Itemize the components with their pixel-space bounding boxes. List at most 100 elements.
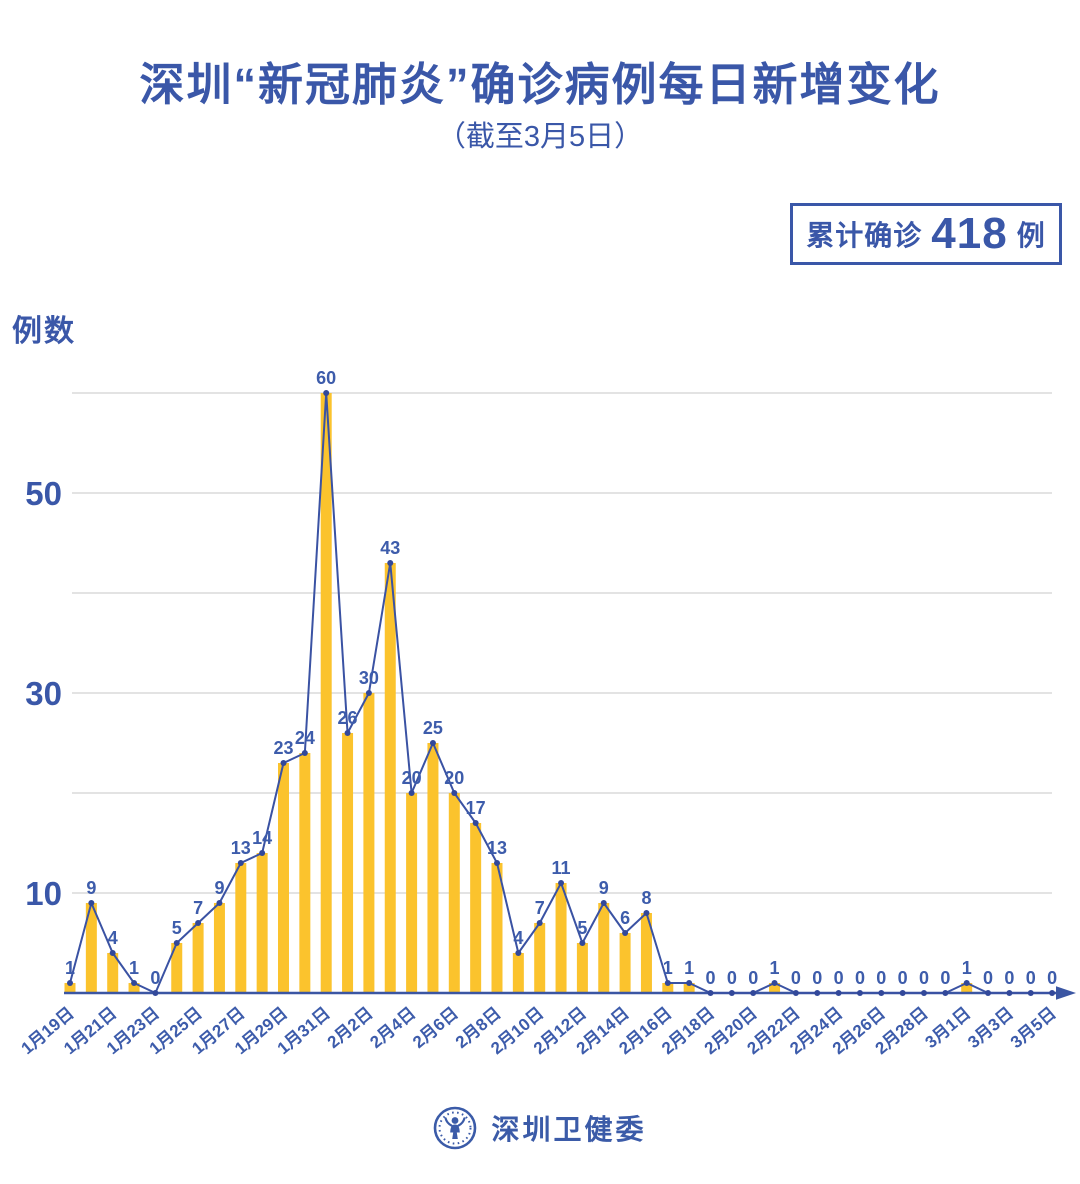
value-label: 8 [641,888,651,908]
bar [64,983,76,993]
value-label: 0 [748,968,758,988]
footer-org-name: 深圳卫健委 [491,1114,647,1145]
badge-count: 418 [931,209,1008,258]
data-point [344,730,351,736]
value-label: 4 [513,928,523,948]
value-label: 23 [273,738,293,758]
y-axis-title: 例数 [12,315,76,348]
value-label: 20 [402,768,422,788]
data-point [387,560,394,566]
bar [598,903,610,993]
bar [448,793,460,993]
value-label: 13 [487,838,507,858]
bar [320,393,332,993]
page-title: 深圳“新冠肺炎”确诊病例每日新增变化 [139,59,941,110]
x-tick-label: 2月4日 [366,1004,419,1053]
bar [555,883,567,993]
bar [235,863,247,993]
value-label: 9 [599,878,609,898]
value-label: 0 [705,968,715,988]
data-point [323,390,330,396]
data-point [237,860,244,866]
y-tick-label: 10 [25,875,62,912]
data-point [579,940,586,946]
bar [107,953,119,993]
bar [427,743,439,993]
value-label: 26 [338,708,358,728]
bar [278,763,289,993]
bar [470,823,482,993]
page-subtitle: （截至3月5日） [436,121,644,153]
data-point [67,980,73,986]
data-point [515,950,522,956]
data-point [429,740,436,746]
data-point [173,940,180,946]
footer: 深圳卫健委 [0,1106,1080,1150]
value-label: 14 [252,828,272,848]
bar [171,943,183,993]
data-point [536,920,543,926]
data-point [686,980,693,986]
value-label: 0 [834,968,844,988]
data-point [622,930,629,936]
data-point [985,990,992,996]
data-point [216,900,223,906]
data-point [451,790,458,796]
data-point [1006,990,1013,996]
bar [342,733,354,993]
data-point [664,980,671,986]
bar [363,693,375,993]
value-label: 9 [86,878,96,898]
bar [662,983,674,993]
value-label: 0 [1026,968,1036,988]
data-point [707,990,714,996]
value-label: 0 [150,968,160,988]
data-point [728,990,735,996]
data-point [750,990,757,996]
data-point [408,790,415,796]
data-point [921,990,927,996]
data-point [558,880,565,886]
value-label: 0 [898,968,908,988]
bar [406,793,418,993]
data-point [856,990,863,996]
data-point [195,920,202,926]
emblem-ring-marks [438,1111,472,1145]
data-point [365,690,372,696]
data-point [899,990,906,996]
bar [576,943,588,993]
data-point [301,750,308,756]
bar [128,983,140,993]
value-label: 24 [295,728,315,748]
value-label: 6 [620,908,630,928]
data-point [131,980,138,986]
cumulative-total-badge: 累计确诊 418 例 [790,203,1062,265]
value-label: 1 [129,958,139,978]
value-label: 0 [855,968,865,988]
bar [491,863,503,993]
person-figure-icon [444,1117,466,1139]
data-point [152,990,159,996]
bar [683,983,695,993]
bar [534,923,546,993]
value-label: 60 [316,368,336,388]
value-label: 7 [193,898,203,918]
value-label: 0 [1004,968,1014,988]
data-point [600,900,607,906]
value-label: 1 [962,958,972,978]
value-label: 0 [919,968,929,988]
value-label: 43 [380,538,400,558]
value-label: 11 [552,858,571,878]
value-label: 1 [770,958,780,978]
value-label: 4 [108,928,118,948]
bar [769,983,781,993]
value-label: 0 [940,968,950,988]
x-tick-label: 3月5日 [1007,1004,1060,1053]
bar [640,913,652,993]
y-tick-label: 50 [25,475,62,512]
shenzhen-health-commission-logo [434,1106,477,1150]
value-label: 0 [983,968,993,988]
value-label: 13 [231,838,251,858]
